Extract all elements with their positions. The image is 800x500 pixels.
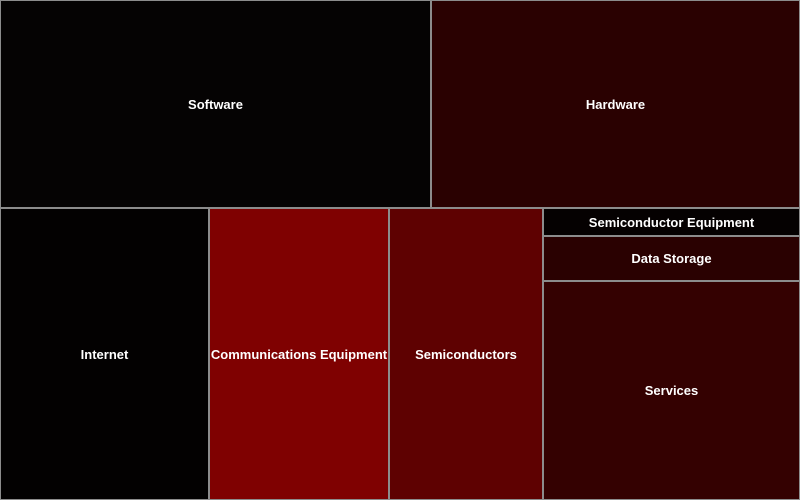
tile-software[interactable]: Software [0, 0, 431, 208]
tile-label-services: Services [644, 383, 699, 398]
tile-label-internet: Internet [80, 346, 129, 362]
tile-label-data-storage: Data Storage [631, 251, 712, 266]
tile-label-semiconductor-equipment: Semiconductor Equipment [588, 214, 755, 230]
tile-label-hardware: Hardware [585, 96, 646, 112]
tile-label-communications-equipment: Communications Equipment [210, 346, 388, 362]
tile-communications-equipment[interactable]: Communications Equipment [209, 208, 389, 500]
tile-services[interactable]: Services [543, 281, 800, 500]
tile-label-semiconductors: Semiconductors [415, 346, 517, 362]
tile-hardware[interactable]: Hardware [431, 0, 800, 208]
tile-data-storage[interactable]: Data Storage [543, 236, 800, 281]
tile-semiconductors[interactable]: Semiconductors [389, 208, 543, 500]
tile-internet[interactable]: Internet [0, 208, 209, 500]
tile-semiconductor-equipment[interactable]: Semiconductor Equipment [543, 208, 800, 236]
tile-label-software: Software [188, 96, 243, 112]
